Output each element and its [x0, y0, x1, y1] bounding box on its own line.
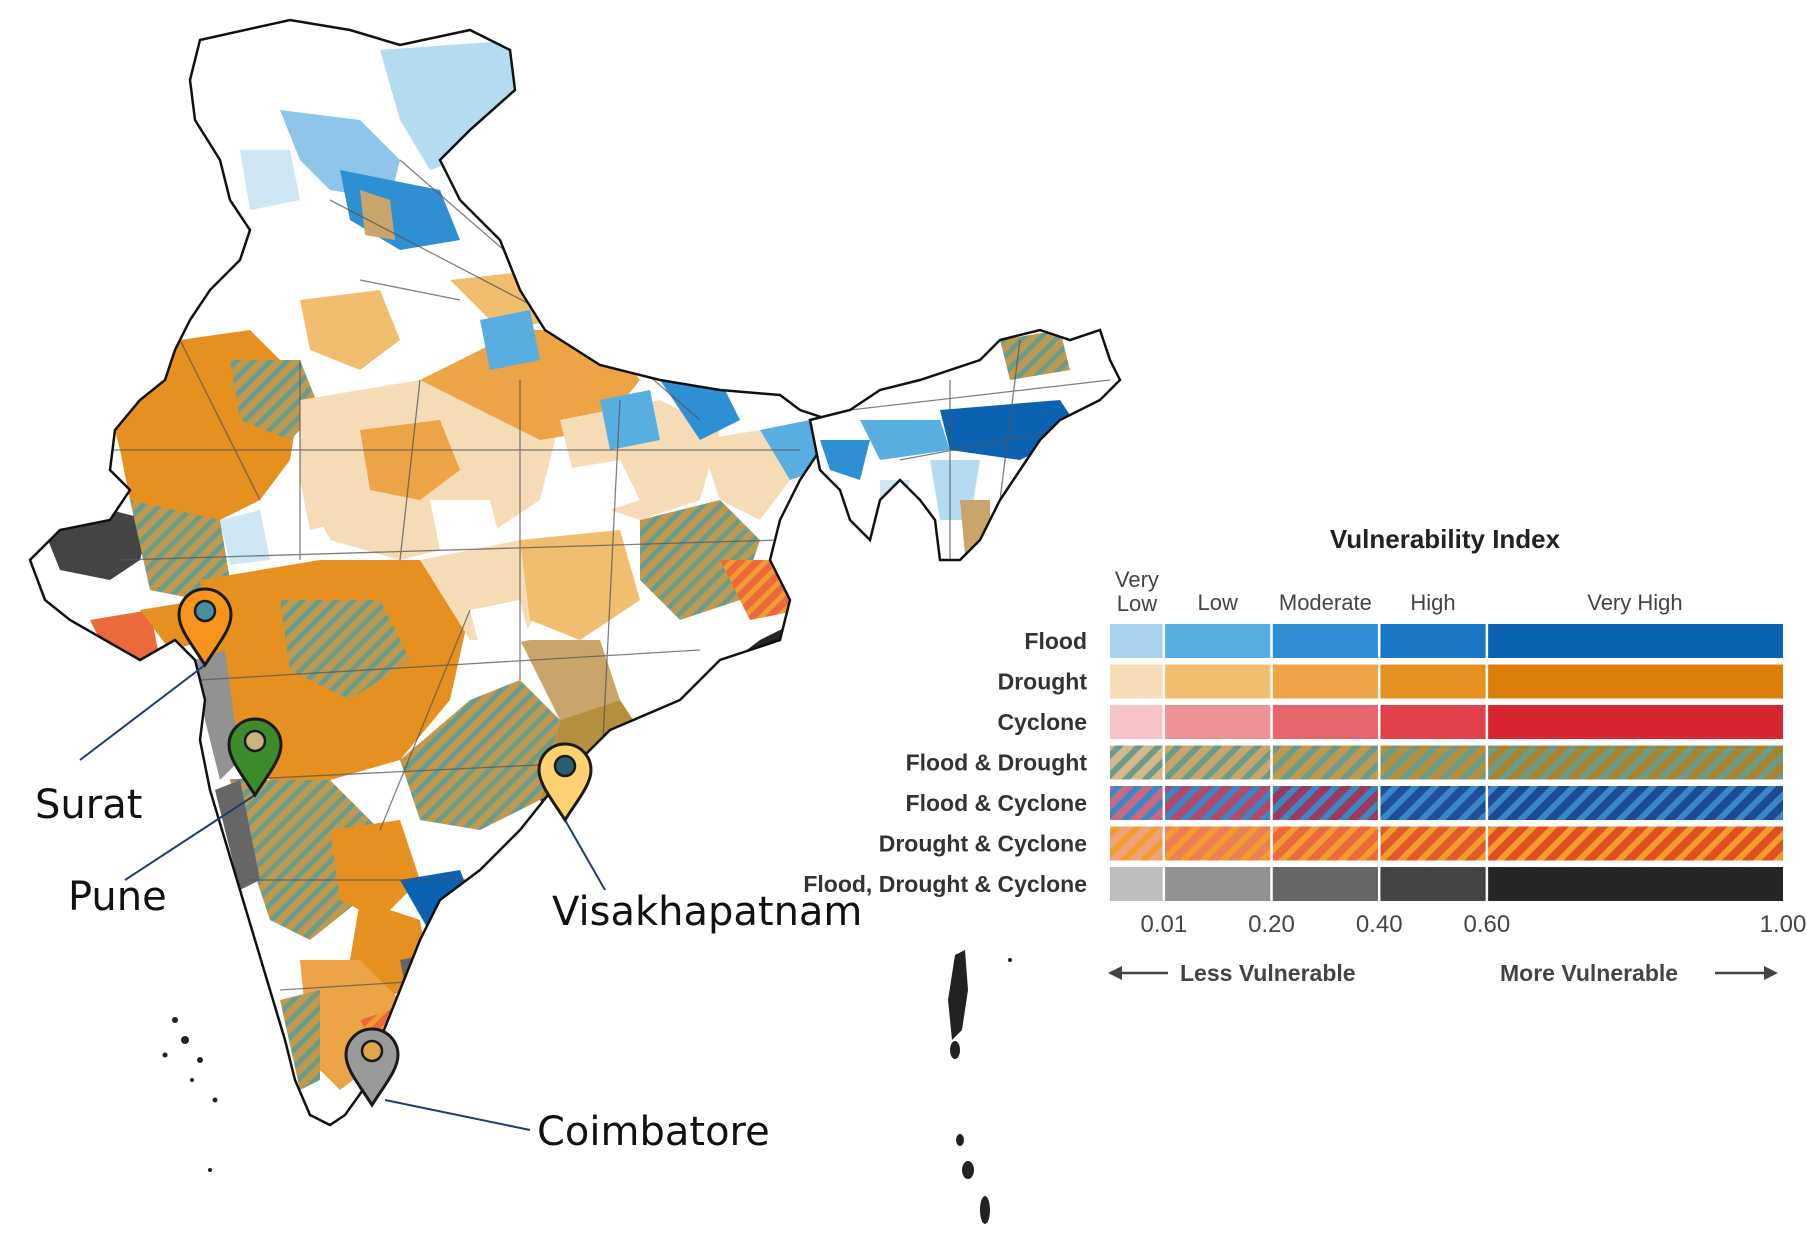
legend-row-label-4: Flood & Cyclone: [906, 790, 1087, 816]
leader-line-visakhapatnam: [564, 819, 606, 891]
legend-swatch-0-1: [1163, 624, 1272, 658]
legend-swatch-3-3: [1379, 745, 1487, 780]
legend-swatch-1-2: [1271, 664, 1380, 699]
legend-swatch-5-2: [1271, 826, 1380, 861]
city-label-pune: Pune: [68, 874, 167, 920]
vulnerability-legend: Vulnerability Index Very Low Low Moderate Hi…: [803, 524, 1806, 986]
legend-swatch-3-2: [1271, 745, 1380, 780]
legend-swatch-1-0: [1110, 664, 1164, 699]
legend-swatch-0-4: [1486, 624, 1783, 658]
legend-swatch-6-4: [1486, 867, 1783, 901]
tick-label-0: 0.01: [1140, 911, 1187, 938]
legend-tick-labels: 0.01 0.20 0.40 0.60 1.00: [1140, 911, 1806, 938]
legend-category-labels: Very Low Low Moderate High Very High: [1115, 567, 1683, 616]
leader-line-pune: [124, 794, 256, 881]
andaman-nicobar-islands: [948, 950, 1012, 1224]
legend-swatch-1-3: [1379, 664, 1487, 699]
right-arrowhead-icon: [1764, 966, 1778, 980]
legend-swatch-3-4: [1486, 745, 1783, 780]
legend-swatch-2-2: [1271, 705, 1380, 739]
legend-swatch-3-0: [1110, 745, 1164, 780]
legend-swatch-5-0: [1110, 826, 1164, 861]
legend-swatch-0-3: [1379, 624, 1487, 658]
legend-swatch-3-1: [1163, 745, 1272, 780]
legend-title: Vulnerability Index: [1330, 524, 1561, 554]
legend-swatch-0-0: [1110, 624, 1164, 658]
legend-row-label-6: Flood, Drought & Cyclone: [803, 871, 1087, 897]
category-label-3: High: [1410, 590, 1455, 615]
legend-swatch-6-2: [1271, 867, 1380, 901]
map-pin-icon-pune: [227, 717, 283, 798]
legend-swatch-2-3: [1379, 705, 1487, 739]
map-pin-icon-surat: [177, 587, 233, 668]
category-label-4: Very High: [1587, 590, 1682, 615]
city-label-coimbatore: Coimbatore: [537, 1109, 770, 1155]
legend-swatch-1-4: [1486, 664, 1783, 699]
city-leader-lines: [79, 664, 606, 1131]
legend-swatch-1-1: [1163, 664, 1272, 699]
legend-swatch-4-0: [1110, 786, 1164, 820]
map-pin-icon-visakhapatnam: [537, 742, 593, 823]
legend-swatch-2-1: [1163, 705, 1272, 739]
lakshadweep-islands: [162, 1017, 218, 1172]
more-vulnerable-indicator: More Vulnerable: [1500, 960, 1778, 986]
legend-swatch-2-4: [1486, 705, 1783, 739]
legend-swatch-5-1: [1163, 826, 1272, 861]
map-pin-icon-coimbatore: [344, 1027, 400, 1108]
legend-swatch-4-1: [1163, 786, 1272, 820]
city-label-visakhapatnam: Visakhapatnam: [552, 889, 862, 935]
northeast-region: [808, 328, 1122, 562]
legend-row-label-2: Cyclone: [998, 709, 1087, 735]
tick-label-3: 0.60: [1464, 911, 1511, 938]
legend-swatch-6-3: [1379, 867, 1487, 901]
legend-row-label-0: Flood: [1024, 628, 1087, 654]
legend-swatch-5-4: [1486, 826, 1783, 861]
city-labels: Surat Pune Visakhapatnam Coimbatore: [35, 782, 862, 1155]
tick-label-1: 0.20: [1248, 911, 1295, 938]
category-label-2: Moderate: [1279, 590, 1372, 615]
tick-label-2: 0.40: [1356, 911, 1403, 938]
legend-swatch-5-3: [1379, 826, 1487, 861]
legend-swatch-0-2: [1271, 624, 1380, 658]
india-mainland: [28, 18, 832, 1127]
less-vulnerable-label: Less Vulnerable: [1180, 960, 1356, 986]
legend-swatch-4-2: [1271, 786, 1380, 820]
city-pins: [177, 587, 593, 1108]
legend-rows: Flood Drought Cyclone Flood & Drought Flood …: [803, 622, 1783, 903]
leader-line-coimbatore: [384, 1099, 531, 1131]
category-label-0: Very Low: [1115, 567, 1159, 616]
legend-row-label-3: Flood & Drought: [906, 750, 1088, 776]
left-arrowhead-icon: [1108, 966, 1122, 980]
legend-row-label-5: Drought & Cyclone: [879, 831, 1087, 857]
legend-swatch-2-0: [1110, 705, 1164, 739]
legend-swatch-6-1: [1163, 867, 1272, 901]
category-label-1: Low: [1198, 590, 1238, 615]
legend-swatch-4-3: [1379, 786, 1487, 820]
legend-swatch-6-0: [1110, 867, 1164, 901]
tick-label-4: 1.00: [1760, 911, 1807, 938]
less-vulnerable-indicator: Less Vulnerable: [1108, 960, 1356, 986]
leader-line-surat: [79, 664, 206, 761]
legend-row-label-1: Drought: [998, 669, 1088, 695]
legend-swatch-4-4: [1486, 786, 1783, 820]
more-vulnerable-label: More Vulnerable: [1500, 960, 1678, 986]
city-label-surat: Surat: [35, 782, 142, 828]
